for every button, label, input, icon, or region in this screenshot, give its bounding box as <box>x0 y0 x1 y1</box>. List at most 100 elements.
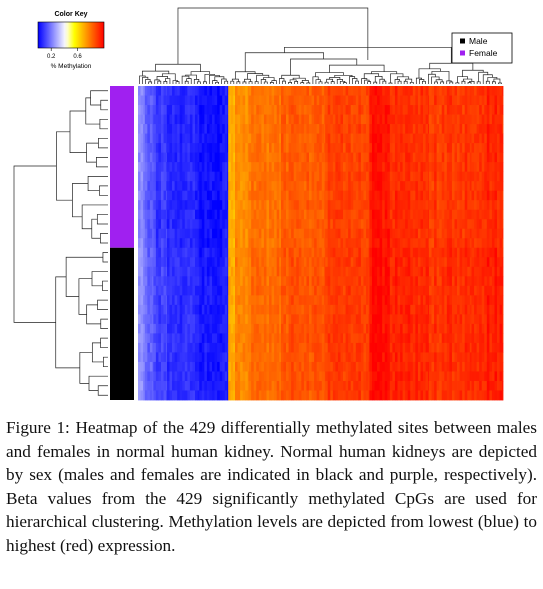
heatmap-cell <box>337 219 341 230</box>
heatmap-cell <box>144 380 148 391</box>
heatmap-cell <box>283 152 287 163</box>
heatmap-cell <box>428 181 430 192</box>
heatmap-cell <box>451 190 455 201</box>
heatmap-cell <box>279 380 282 391</box>
heatmap-cell <box>417 209 421 220</box>
heatmap-cell <box>258 86 262 96</box>
heatmap-cell <box>195 228 198 239</box>
heatmap-cell <box>230 361 234 372</box>
heatmap-cell <box>160 276 164 287</box>
heatmap-cell <box>327 390 331 401</box>
heatmap-cell <box>206 266 210 277</box>
heatmap-cell <box>187 114 191 125</box>
heatmap-cell <box>274 361 278 372</box>
heatmap-cell <box>201 219 205 230</box>
heatmap-cell <box>286 152 289 163</box>
heatmap-cell <box>405 314 409 325</box>
heatmap-cell <box>355 171 359 182</box>
heatmap-cell <box>449 361 453 372</box>
heatmap-cell <box>316 143 320 154</box>
heatmap-cell <box>335 124 339 134</box>
heatmap-cell <box>212 333 215 344</box>
heatmap-cell <box>224 238 228 249</box>
heatmap-cell <box>469 171 472 182</box>
heatmap-cell <box>283 247 287 258</box>
heatmap-cell <box>358 352 362 363</box>
heatmap-cell <box>330 86 334 96</box>
heatmap-cell <box>166 209 170 220</box>
heatmap-cell <box>436 323 440 334</box>
heatmap-cell <box>219 380 223 391</box>
heatmap-cell <box>280 333 284 344</box>
heatmap-cell <box>306 323 310 334</box>
heatmap-cell <box>348 257 352 268</box>
heatmap-cell <box>269 285 272 296</box>
heatmap-cell <box>415 152 419 163</box>
heatmap-cell <box>484 361 488 372</box>
heatmap-cell <box>459 114 463 125</box>
heatmap-cell <box>405 209 409 220</box>
heatmap-cell <box>253 371 257 382</box>
heatmap-cell <box>484 209 488 220</box>
heatmap-cell <box>160 295 164 306</box>
heatmap-cell <box>177 95 181 106</box>
heatmap-cell <box>222 323 226 334</box>
heatmap-cell <box>369 133 373 144</box>
heatmap-cell <box>314 133 318 144</box>
heatmap-cell <box>195 333 198 344</box>
heatmap-cell <box>474 390 478 401</box>
heatmap-cell <box>387 114 391 125</box>
heatmap-cell <box>160 380 164 391</box>
heatmap-cell <box>301 133 305 144</box>
heatmap-cell <box>298 352 302 363</box>
heatmap-cell <box>160 209 164 220</box>
heatmap-cell <box>288 276 292 287</box>
heatmap-cell <box>227 361 229 372</box>
heatmap-cell <box>286 228 289 239</box>
heatmap-cell <box>392 352 396 363</box>
heatmap-cell <box>439 266 443 277</box>
heatmap-cell <box>457 219 461 230</box>
heatmap-cell <box>258 209 262 220</box>
heatmap-cell <box>410 390 414 401</box>
heatmap-cell <box>476 181 480 192</box>
heatmap-cell <box>400 304 403 315</box>
heatmap-cell <box>174 257 178 268</box>
heatmap-cell <box>481 304 485 315</box>
heatmap-cell <box>291 333 295 344</box>
heatmap-cell <box>444 285 448 296</box>
heatmap-cell <box>412 295 416 306</box>
heatmap-cell <box>405 276 409 287</box>
heatmap-cell <box>451 228 455 239</box>
heatmap-cell <box>479 105 483 115</box>
heatmap-cell <box>387 200 391 211</box>
heatmap-cell <box>355 228 359 239</box>
heatmap-cell <box>189 295 193 306</box>
heatmap-cell <box>138 285 141 296</box>
heatmap-cell <box>382 105 386 115</box>
heatmap-cell <box>489 133 493 144</box>
heatmap-cell <box>166 209 168 220</box>
heatmap-cell <box>206 228 210 239</box>
heatmap-cell <box>153 314 157 325</box>
heatmap-cell <box>201 257 205 268</box>
heatmap-cell <box>261 352 265 363</box>
heatmap-cell <box>355 380 359 391</box>
heatmap-cell <box>394 314 398 325</box>
heatmap-cell <box>177 314 181 325</box>
heatmap-cell <box>230 342 234 353</box>
heatmap-cell <box>209 304 213 315</box>
heatmap-cell <box>253 342 257 353</box>
heatmap-cell <box>379 323 383 334</box>
heatmap-cell <box>484 352 488 363</box>
heatmap-cell <box>368 200 370 211</box>
heatmap-cell <box>189 371 193 382</box>
heatmap-cell <box>412 276 416 287</box>
heatmap-cell <box>330 276 334 287</box>
heatmap-cell <box>389 133 393 144</box>
heatmap-cell <box>324 285 326 296</box>
heatmap-cell <box>283 228 287 239</box>
heatmap-cell <box>340 333 344 344</box>
heatmap-cell <box>253 219 257 230</box>
heatmap-cell <box>197 333 200 344</box>
